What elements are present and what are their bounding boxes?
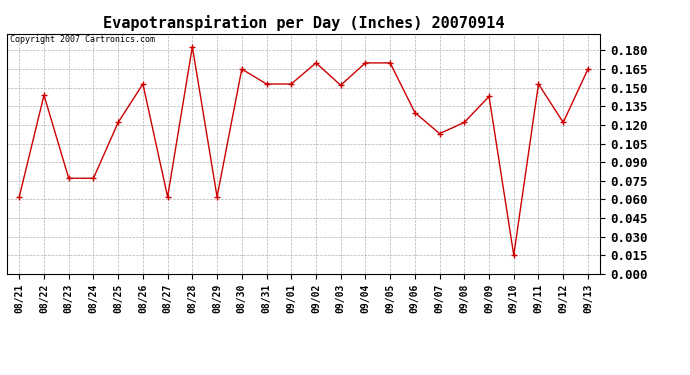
Text: Copyright 2007 Cartronics.com: Copyright 2007 Cartronics.com [10,35,155,44]
Title: Evapotranspiration per Day (Inches) 20070914: Evapotranspiration per Day (Inches) 2007… [103,15,504,31]
